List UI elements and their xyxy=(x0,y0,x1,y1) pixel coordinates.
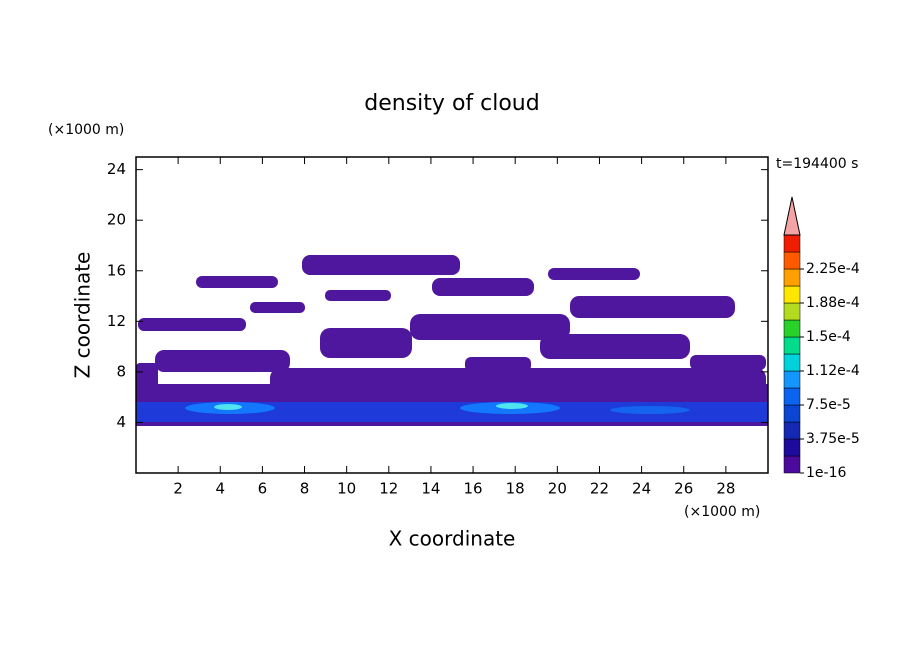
x-tick-label: 24 xyxy=(632,480,651,498)
x-tick-label: 4 xyxy=(215,480,225,498)
x-tick-label: 18 xyxy=(506,480,525,498)
x-tick-label: 20 xyxy=(548,480,567,498)
plot-frame xyxy=(135,156,769,474)
colorbar-label: 1.88e-4 xyxy=(806,295,860,311)
y-unit: (×1000 m) xyxy=(48,122,124,138)
x-tick-label: 26 xyxy=(674,480,693,498)
colorbar-label: 1.12e-4 xyxy=(806,363,860,379)
cloud-field xyxy=(136,255,768,426)
colorbar-label: 1.5e-4 xyxy=(806,329,851,345)
colorbar-segment xyxy=(783,302,801,321)
x-tick-label: 10 xyxy=(337,480,356,498)
y-tick-label: 16 xyxy=(107,261,126,279)
colorbar-segment xyxy=(783,387,801,406)
colorbar-segment xyxy=(783,353,801,372)
colorbar-segment xyxy=(783,234,801,253)
colorbar-segment xyxy=(783,251,801,270)
colorbar-segment xyxy=(783,421,801,440)
x-tick-label: 6 xyxy=(258,480,268,498)
x-tick-label: 12 xyxy=(379,480,398,498)
x-tick-label: 2 xyxy=(173,480,183,498)
colorbar-segment xyxy=(783,404,801,423)
x-tick-label: 8 xyxy=(300,480,310,498)
colorbar-segment xyxy=(783,370,801,389)
colorbar-label: 7.5e-5 xyxy=(806,397,851,413)
colorbar-segment xyxy=(783,336,801,355)
colorbar-label: 1e-16 xyxy=(806,465,846,481)
x-tick-label: 14 xyxy=(421,480,440,498)
colorbar-label: 2.25e-4 xyxy=(806,261,860,277)
colorbar-segment xyxy=(783,455,801,474)
y-tick-label: 20 xyxy=(107,211,126,229)
y-axis-label: Z coordinate xyxy=(71,252,95,379)
colorbar-segment xyxy=(783,319,801,338)
colorbar-segment xyxy=(783,268,801,287)
colorbar-extend xyxy=(783,196,801,236)
colorbar-label: 3.75e-5 xyxy=(806,431,860,447)
colorbar-segment xyxy=(783,438,801,457)
x-tick-label: 28 xyxy=(716,480,735,498)
y-tick-label: 8 xyxy=(116,362,126,380)
x-unit: (×1000 m) xyxy=(684,504,760,520)
y-tick-label: 24 xyxy=(107,160,126,178)
colorbar-segment xyxy=(783,285,801,304)
x-axis-label: X coordinate xyxy=(389,527,516,551)
chart-title: density of cloud xyxy=(364,91,539,116)
y-tick-label: 12 xyxy=(107,312,126,330)
y-tick-label: 4 xyxy=(116,413,126,431)
annotation: t=194400 s xyxy=(776,156,858,172)
x-tick-label: 16 xyxy=(464,480,483,498)
x-tick-label: 22 xyxy=(590,480,609,498)
